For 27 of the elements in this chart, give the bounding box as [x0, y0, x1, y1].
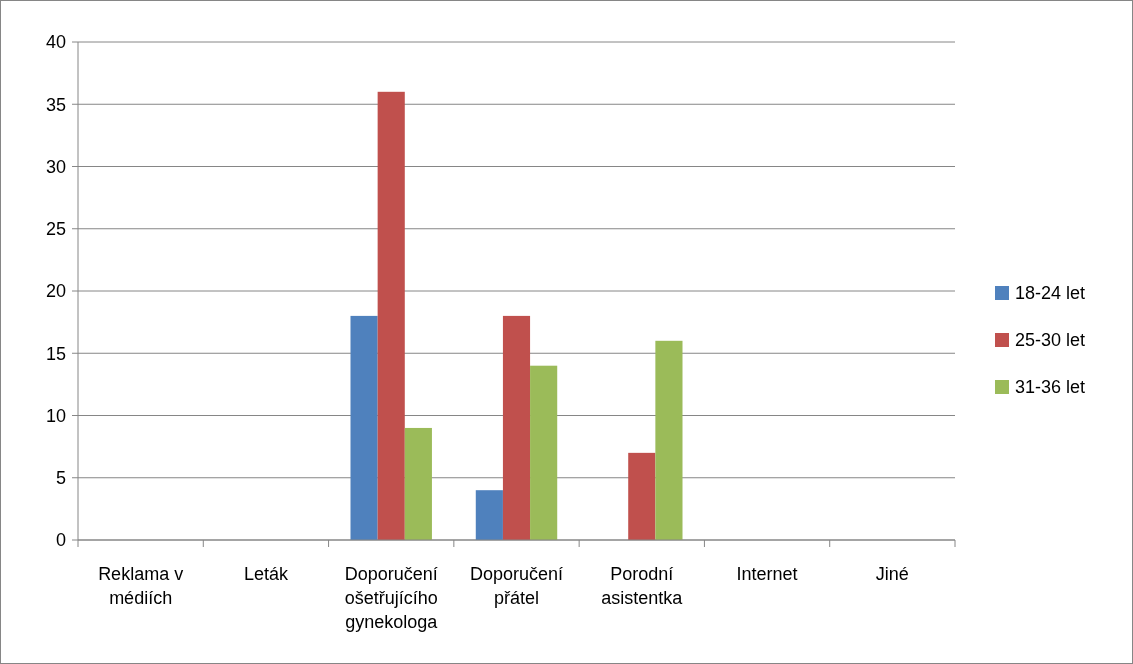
x-tick-label: Leták: [243, 564, 289, 584]
y-tick-label: 10: [45, 405, 66, 426]
x-tick-label: Reklama v médiích: [98, 564, 184, 608]
legend-label: 18-24 let: [1015, 283, 1086, 304]
bar: [404, 427, 432, 540]
bar: [502, 315, 531, 540]
legend-label: 31-36 let: [1015, 377, 1086, 398]
y-tick-label: 40: [45, 32, 66, 53]
bar: [530, 365, 558, 540]
bar: [475, 490, 503, 540]
x-tick-label: Internet: [736, 564, 798, 584]
x-tick-label: Doporučení přátel: [469, 564, 564, 608]
y-tick-label: 25: [45, 219, 66, 240]
y-tick-label: 30: [45, 156, 66, 177]
bar: [628, 452, 656, 540]
y-tick-label: 5: [55, 468, 66, 489]
y-tick-label: 15: [45, 343, 66, 364]
bar: [377, 91, 405, 540]
bar: [350, 315, 378, 540]
legend-label: 25-30 let: [1015, 330, 1086, 351]
y-tick-label: 35: [45, 94, 66, 115]
x-tick-label: Doporučení ošetřujícího gynekologa: [344, 564, 439, 632]
y-tick-label: 20: [45, 281, 66, 302]
y-tick-label: 0: [55, 530, 66, 551]
x-tick-label: Porodní asistentka: [601, 564, 684, 608]
bar: [655, 340, 683, 540]
x-tick-label: Jiné: [875, 564, 909, 584]
